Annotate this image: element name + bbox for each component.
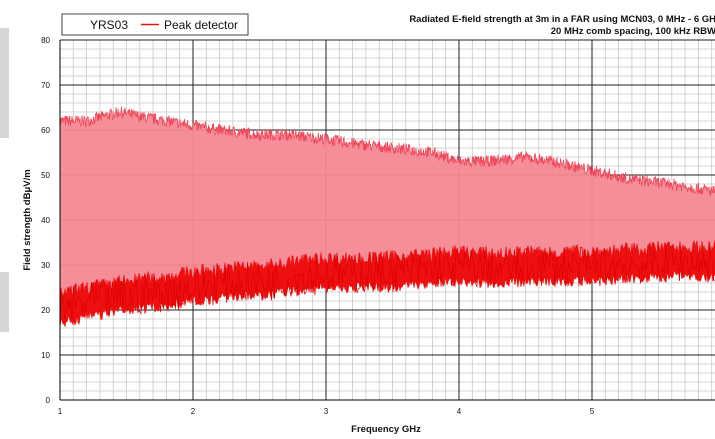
y-tick-label: 70 bbox=[41, 81, 50, 90]
x-axis-label: Frequency GHz bbox=[351, 424, 421, 434]
y-axis-label: Field strength dBμV/m bbox=[22, 169, 33, 270]
x-tick-label: 2 bbox=[191, 407, 196, 416]
y-tick-label: 30 bbox=[41, 261, 50, 270]
x-axis-ticks: 1 2 3 4 5 bbox=[58, 407, 595, 416]
y-tick-label: 10 bbox=[41, 351, 50, 360]
y-tick-label: 60 bbox=[41, 126, 50, 135]
y-tick-label: 80 bbox=[41, 36, 50, 45]
chart-subtitle: 20 MHz comb spacing, 100 kHz RBW bbox=[551, 26, 715, 37]
noise-floor-band bbox=[59, 239, 715, 328]
legend-entry-yrs03: YRS03 bbox=[90, 18, 128, 32]
series-noise-floor bbox=[59, 239, 715, 328]
noise-floor-trace bbox=[59, 243, 715, 320]
window-edge-strip bbox=[0, 272, 9, 332]
y-tick-label: 40 bbox=[41, 216, 50, 225]
chart-title: Radiated E-field strength at 3m in a FAR… bbox=[409, 14, 715, 25]
y-tick-label: 0 bbox=[46, 396, 51, 405]
x-tick-label: 5 bbox=[590, 407, 595, 416]
x-tick-label: 1 bbox=[58, 407, 63, 416]
y-axis-ticks: 0 10 20 30 40 50 60 70 80 bbox=[41, 36, 50, 405]
legend: YRS03 Peak detector bbox=[61, 13, 249, 36]
x-tick-label: 4 bbox=[457, 407, 462, 416]
comb-envelope-edge bbox=[59, 106, 715, 196]
y-tick-label: 50 bbox=[41, 171, 50, 180]
window-edge-strip bbox=[0, 28, 9, 138]
legend-entry-peak-detector: Peak detector bbox=[164, 18, 238, 32]
y-tick-label: 20 bbox=[41, 306, 50, 315]
x-tick-label: 3 bbox=[324, 407, 329, 416]
